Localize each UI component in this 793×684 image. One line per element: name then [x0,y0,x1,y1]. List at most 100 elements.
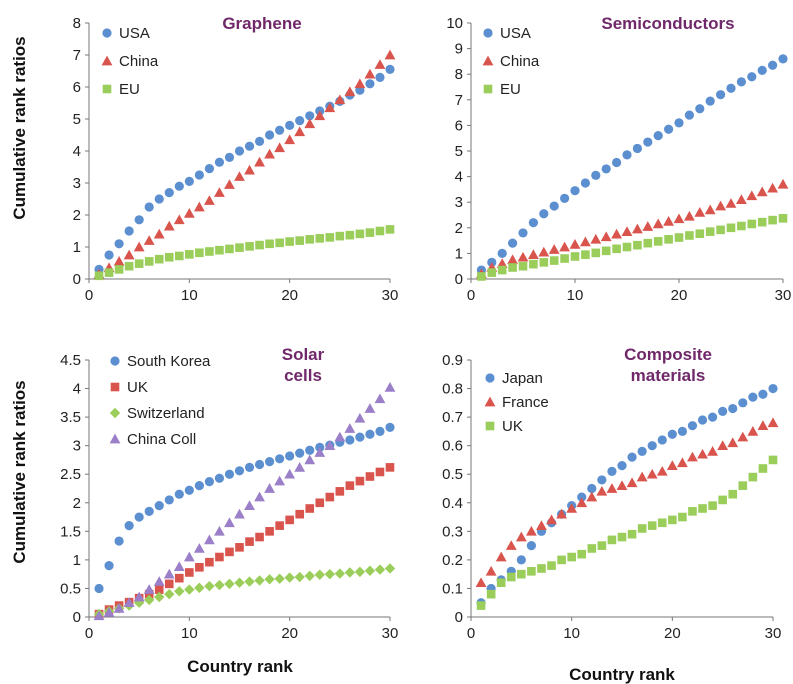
point-eu [195,248,204,258]
point-china-coll [304,454,316,465]
point-usa [705,96,715,106]
point-usa [549,201,559,211]
point-france [505,540,517,550]
point-uk [345,481,355,490]
legend-label-france: France [502,394,549,411]
point-eu [305,235,315,244]
point-japan [516,555,526,565]
legend-marker-china-coll [109,433,121,444]
point-uk [688,507,697,516]
point-china [364,68,376,79]
point-usa [497,248,507,258]
point-usa [622,150,632,160]
point-switzerland [254,575,265,586]
point-usa [507,238,518,248]
point-usa [295,116,305,126]
point-eu [235,243,244,252]
point-eu [643,238,653,248]
point-china-coll [183,551,195,562]
point-china [673,213,685,224]
point-china [173,214,185,225]
point-eu [768,215,777,225]
point-south-korea [164,495,174,505]
point-uk [164,579,174,589]
point-usa [244,141,255,151]
point-eu [581,250,590,259]
point-china [304,118,316,129]
y-tick-label: 0.8 [442,381,463,398]
point-china [496,258,508,268]
y-tick-label: 5 [73,111,81,128]
point-uk [275,521,284,530]
point-china-coll [374,393,386,404]
point-france [626,477,638,488]
y-tick-label: 1.5 [60,523,81,540]
point-japan [627,452,637,462]
point-usa [275,125,285,135]
x-tick-label: 10 [567,287,584,304]
point-south-korea [204,477,214,487]
point-uk [285,515,294,525]
point-china-coll [153,576,165,586]
x-tick-label: 20 [281,287,298,304]
legend-label-uk: UK [502,418,523,435]
point-south-korea [285,451,295,461]
point-china [163,220,175,231]
point-china [725,198,737,208]
point-switzerland [133,597,145,608]
point-china [621,226,633,236]
point-japan [577,492,587,502]
y-tick-label: 7 [455,92,463,109]
point-japan [687,421,698,431]
legend-label-china: China [119,53,159,70]
point-south-korea [124,521,134,531]
series-france [475,417,779,588]
legend-marker-usa [102,28,112,38]
point-south-korea [184,485,194,495]
point-south-korea [295,448,305,458]
point-china-coll [334,431,346,442]
legend-marker-uk [485,421,495,431]
y-tick-label: 0.7 [442,409,463,426]
point-eu [185,250,194,259]
legend-marker-uk [110,382,120,392]
point-uk [547,561,556,570]
point-eu [778,214,788,223]
point-uk [506,572,516,582]
point-eu [94,271,104,281]
y-tick-label: 4 [455,169,463,186]
x-tick-label: 20 [671,287,688,304]
point-china-coll [294,461,306,472]
point-china [344,86,356,97]
point-eu [477,272,486,281]
point-france [556,508,567,519]
point-china [294,126,306,137]
point-switzerland [364,565,376,576]
point-usa [768,60,778,70]
point-france [526,525,537,536]
point-eu [518,261,528,271]
x-tick-label: 10 [563,625,580,642]
point-uk [527,567,536,576]
point-china [580,236,591,247]
legend-marker-usa [483,28,493,38]
point-china-coll [364,403,376,413]
point-uk [597,541,607,550]
point-uk [355,476,365,486]
point-china-coll [204,534,215,545]
point-china-coll [224,517,235,528]
point-usa [757,65,767,75]
point-usa [305,111,315,121]
point-usa [747,72,757,82]
point-uk [758,464,768,473]
y-tick-label: 6 [73,79,81,96]
point-eu [705,227,715,236]
point-uk [517,569,526,579]
y-tick-label: 1 [455,245,463,262]
point-china-coll [163,568,175,579]
point-uk [375,467,385,477]
point-japan [667,429,677,439]
point-china-coll [264,483,275,493]
point-usa [716,90,726,100]
series-eu [94,225,395,281]
